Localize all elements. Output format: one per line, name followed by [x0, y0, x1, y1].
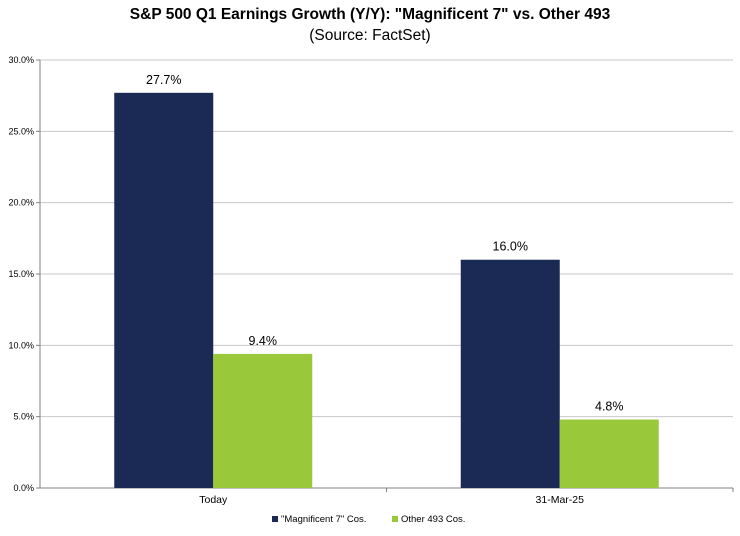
- bar: [559, 419, 659, 488]
- y-tick-label: 0.0%: [13, 483, 34, 493]
- chart-subtitle: (Source: FactSet): [309, 27, 431, 44]
- data-label: 9.4%: [249, 334, 278, 348]
- legend-label: "Magnificent 7" Cos.: [281, 514, 366, 525]
- legend-swatch: [272, 516, 278, 522]
- bar: [114, 92, 214, 489]
- legend-label: Other 493 Cos.: [401, 514, 465, 525]
- data-label: 27.7%: [146, 73, 181, 87]
- y-tick-label: 10.0%: [8, 340, 34, 350]
- y-tick-label: 15.0%: [8, 269, 34, 279]
- title-block: S&P 500 Q1 Earnings Growth (Y/Y): "Magni…: [0, 6, 740, 45]
- x-tick-label: Today: [199, 494, 228, 506]
- bar: [460, 259, 560, 488]
- x-tick-label: 31-Mar-25: [536, 494, 585, 506]
- chart-title: S&P 500 Q1 Earnings Growth (Y/Y): "Magni…: [129, 6, 611, 23]
- legend-swatch: [392, 516, 398, 522]
- y-tick-label: 30.0%: [8, 55, 34, 65]
- y-tick-label: 20.0%: [8, 198, 34, 208]
- y-tick-label: 5.0%: [13, 412, 34, 422]
- data-label: 16.0%: [493, 240, 528, 254]
- bar: [213, 353, 313, 488]
- y-tick-label: 25.0%: [8, 126, 34, 136]
- data-label: 4.8%: [595, 400, 624, 414]
